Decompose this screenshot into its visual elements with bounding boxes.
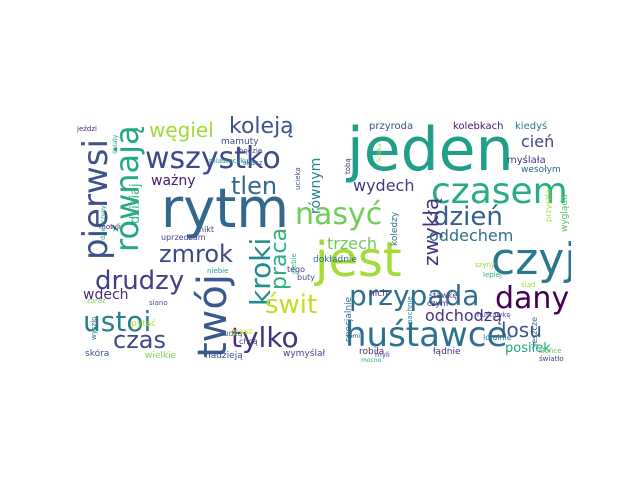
word-tego: tego [287,265,306,274]
word-rytm: rytm [161,177,289,240]
word-robila: robiła [359,347,385,357]
word-szyny: szyny [475,261,496,269]
word-swiaty: światy [112,134,119,154]
word-nimi: nimi [347,333,360,340]
word-koleja: koleją [229,114,294,139]
word-motyli: motyli [99,223,121,231]
word-hustawke: huśtawkę [477,311,511,319]
word-wdech: wdech [83,287,129,303]
word-dzien: dzień [433,202,503,232]
word-oddechem: oddechem [429,226,514,245]
word-trzech: trzech [327,234,378,253]
word-dokladnie: dokładnie [313,255,357,265]
word-jezdzi: jeździ [77,125,97,133]
word-ladnie: łądnie [433,347,461,357]
word-skora: skóra [85,349,110,359]
word-pachnie: pachnie [406,296,414,324]
word-ludza: łudzą [221,329,243,338]
word-kiedys: kiedyś [515,121,548,132]
word-cien: cień [521,132,555,151]
word-drudzy: drudzy [95,266,185,296]
word-sciska: ściska [376,143,383,162]
word-przypada: przypada [349,279,480,312]
word-myslala: myślała [507,155,546,166]
word-lepiej: lepiej [483,271,502,279]
word-lojalnie: lojalnie [483,333,512,342]
word-rownym: równym [308,157,324,214]
word-toba: tobą [344,158,352,174]
word-ustoi: ustoi [83,305,152,338]
word-tylko: tylko [231,321,299,354]
word-wszystko: wszystko [145,141,281,176]
word-jest: jest [315,232,402,288]
word-kolebkach: kolebkach [453,121,504,132]
word-tlen: tlen [231,172,278,200]
word-slonce: słońce [539,347,562,355]
word-buty: buty [297,273,316,282]
word-czasem: czasem [431,171,568,212]
word-uprzedzam: uprzedzam [161,233,206,242]
word-wyglada: wygląda [560,194,570,232]
word-grasz: grasz [231,327,253,336]
word-stawke: stawkę [429,291,458,300]
word-miasteczku: miasteczku [209,157,249,165]
word-ciebie: ciebie [290,253,298,274]
word-dzisiaj: dzisiaj [128,183,143,224]
word-koledzy: koledzy [390,211,400,246]
word-siano: siano [149,299,168,307]
word-swit: świt [265,290,318,320]
word-przyroda: przyroda [369,121,414,132]
word-niebie: niebie [207,267,229,275]
word-skacz: skacz [243,159,263,167]
word-dany: dany [495,281,570,316]
word-twoj: twój [190,274,236,358]
word-wyszlo: wyszło [90,316,98,340]
word-zmrok: zmrok [159,240,233,268]
word-ucieka: ucieka [294,167,302,190]
word-posilek: posiłek [505,341,551,356]
word-nasyc: nasyć [295,197,383,232]
word-praca: praca [267,227,292,290]
word-jeden: jeden [347,115,514,185]
word-wesolym: wesołym [521,165,561,175]
word-pytac: pytać [131,319,157,329]
word-chca: chcą [239,337,258,346]
word-losu: losu [501,318,542,342]
word-nikt: nikt [199,225,215,234]
word-czym: czym [427,299,449,308]
word-mocno: mocno [361,357,382,364]
word-nich: nich [369,289,388,299]
word-jeszcze: jeszcze [530,316,539,346]
word-mamuty: mamuty [221,137,259,147]
word-czyj: czyj [491,234,571,285]
word-hustawce: huśtawce [345,315,508,355]
word-dziewczyny: dziewczyny [100,205,107,240]
word-wielkie: wielkie [145,351,177,361]
word-myli: myli [375,351,390,359]
word-cloud: jeden jest rytm czyj huśtawce czasem wsz… [69,114,571,366]
word-przyszla: przyszła [544,189,553,222]
word-odchodza: odchodzą [425,306,503,325]
word-wazny: ważny [151,173,196,189]
word-wydech: wydech [353,176,415,195]
word-wegiel: węgiel [149,118,214,142]
word-wymyslal: wymyślał [283,349,326,359]
word-nadzieja: nadzieją [205,351,243,361]
word-swiatlo: światło [539,355,564,363]
word-slad: śląd [521,281,536,289]
word-bedzie: będzie [239,147,263,155]
word-czas: czas [113,326,167,354]
word-zaraz: zaraz [87,297,106,305]
